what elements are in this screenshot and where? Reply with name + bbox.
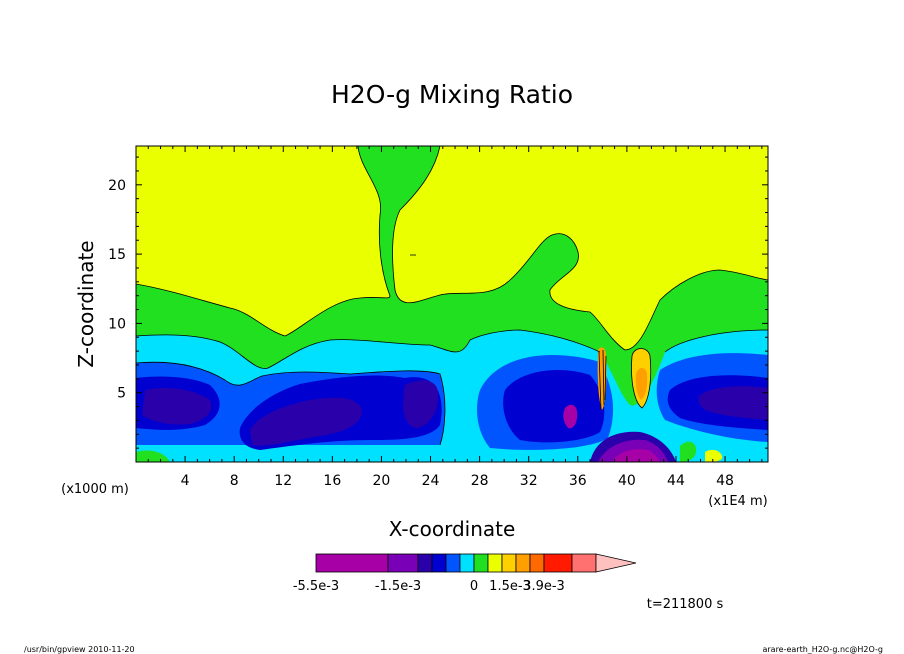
colorbar-swatch bbox=[417, 553, 433, 573]
x-tick-label: 44 bbox=[667, 473, 685, 489]
contour-fill-darkblue-3 bbox=[503, 370, 605, 443]
colorbar-arrow bbox=[595, 553, 637, 573]
chart-title: H2O-g Mixing Ratio bbox=[331, 80, 573, 109]
colorbar-swatch bbox=[515, 553, 531, 573]
colorbar-label: -1.5e-3 bbox=[375, 579, 421, 594]
x-tick-label: 12 bbox=[274, 473, 292, 489]
contour-fill-small-green bbox=[136, 450, 170, 462]
colorbar-swatch bbox=[445, 553, 461, 573]
x-tick-label: 48 bbox=[716, 473, 734, 489]
footer-right: arare-earth_H2O-g.nc@H2O-g bbox=[762, 645, 883, 654]
x-tick-label: 20 bbox=[373, 473, 391, 489]
contour-fill-indigo-5 bbox=[698, 386, 768, 420]
x-tick-label: 4 bbox=[181, 473, 190, 489]
contour-fill-darkorange bbox=[635, 368, 648, 400]
y-tick-label: 20 bbox=[108, 178, 126, 194]
y-tick-label: 5 bbox=[117, 386, 126, 402]
colorbar-swatch bbox=[473, 553, 489, 573]
colorbar-swatch bbox=[501, 553, 517, 573]
x-scale-factor-label: (x1E4 m) bbox=[708, 494, 767, 509]
colorbar-label: -5.5e-3 bbox=[293, 579, 339, 594]
colorbar-swatch bbox=[431, 553, 447, 573]
colorbar-swatch bbox=[571, 553, 597, 573]
colorbar-swatch bbox=[387, 553, 419, 573]
x-axis-label: X-coordinate bbox=[389, 517, 516, 541]
contour-fill-small-yellow bbox=[705, 449, 723, 462]
y-tick-label: 10 bbox=[108, 316, 126, 332]
contour-fill-indigo bbox=[142, 388, 212, 425]
colorbar-swatch bbox=[459, 553, 475, 573]
colorbar-label: 0 bbox=[470, 579, 478, 594]
colorbar-swatch bbox=[529, 553, 545, 573]
x-tick-label: 36 bbox=[569, 473, 587, 489]
contour-lines bbox=[136, 146, 768, 446]
colorbar-swatch bbox=[487, 553, 503, 573]
x-tick-label: 28 bbox=[471, 473, 489, 489]
contour-fill-magenta-2 bbox=[563, 404, 578, 429]
footer-left: /usr/bin/gpview 2010-11-20 bbox=[24, 645, 135, 654]
colorbar-swatch bbox=[315, 553, 389, 573]
time-label: t=211800 s bbox=[647, 597, 724, 612]
x-tick-label: 24 bbox=[422, 473, 440, 489]
y-tick-label: 15 bbox=[108, 247, 126, 263]
x-unit-label: (x1000 m) bbox=[61, 482, 129, 497]
contour-fill-magenta bbox=[612, 449, 660, 462]
colorbar: -5.5e-3 -1.5e-3 0 1.5e-33.9e-3 bbox=[293, 553, 637, 594]
contour-fill-indigo-3 bbox=[403, 380, 439, 428]
contour-fill-small-green-2 bbox=[680, 441, 697, 462]
x-tick-label: 16 bbox=[323, 473, 341, 489]
x-tick-label: 40 bbox=[618, 473, 636, 489]
colorbar-label: 3.9e-3 bbox=[523, 579, 565, 594]
colorbar-label: 1.5e-3 bbox=[489, 579, 531, 594]
contour-fill-indigo-2 bbox=[250, 397, 362, 446]
x-tick-label: 32 bbox=[520, 473, 538, 489]
y-axis-label: Z-coordinate bbox=[74, 240, 98, 367]
colorbar-swatch bbox=[543, 553, 573, 573]
contour-field bbox=[136, 146, 768, 462]
plot-frame bbox=[135, 145, 769, 463]
x-tick-label: 8 bbox=[230, 473, 239, 489]
